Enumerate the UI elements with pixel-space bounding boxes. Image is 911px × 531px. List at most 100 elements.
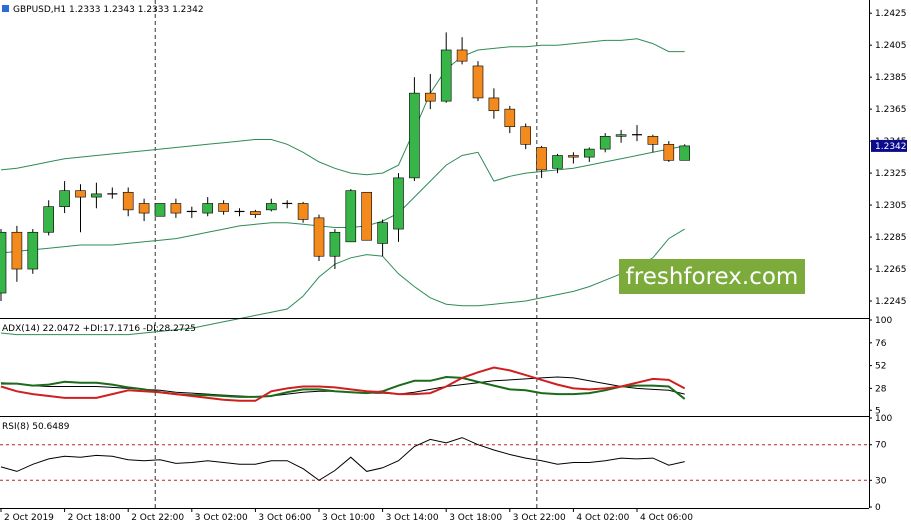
time-tick-label: 2 Oct 22:00 bbox=[131, 513, 184, 523]
candle-4 bbox=[59, 181, 70, 214]
candle-body bbox=[377, 222, 388, 244]
candle-body bbox=[122, 191, 134, 211]
candle-34 bbox=[536, 145, 547, 178]
indicator-tick-label: 100 bbox=[875, 414, 892, 424]
price-tick-label: 1.2265 bbox=[875, 265, 907, 275]
candle-body bbox=[583, 148, 595, 158]
candle-body bbox=[409, 92, 420, 179]
price-pane[interactable]: 1.24251.24051.23851.23651.23451.23251.23… bbox=[0, 0, 907, 508]
watermark-text: freshforex.com bbox=[626, 264, 799, 290]
candle-38 bbox=[599, 133, 611, 153]
time-tick-label: 2 Oct 18:00 bbox=[68, 513, 121, 523]
time-tick-label: 4 Oct 06:00 bbox=[640, 513, 693, 523]
price-tick-label: 1.2245 bbox=[875, 297, 907, 307]
time-tick-label: 3 Oct 06:00 bbox=[258, 513, 311, 523]
candle-body bbox=[599, 136, 611, 150]
candle-12 bbox=[186, 206, 197, 218]
candle-13 bbox=[202, 197, 213, 217]
candle-6 bbox=[91, 182, 102, 209]
candle-2 bbox=[27, 229, 39, 274]
price-tick-label: 1.2305 bbox=[875, 201, 907, 211]
candle-body bbox=[345, 190, 357, 243]
candle-body bbox=[504, 108, 516, 128]
candle-body bbox=[250, 211, 261, 215]
candle-body bbox=[440, 49, 452, 102]
time-tick-label: 3 Oct 22:00 bbox=[513, 513, 566, 523]
candle-30 bbox=[472, 61, 484, 102]
candle-body bbox=[297, 203, 309, 220]
candle-36 bbox=[568, 152, 579, 164]
candle-22 bbox=[345, 189, 357, 243]
rsi-pane[interactable]: 100 70 30 0 RSI(8) 50.6489 bbox=[0, 414, 892, 513]
instrument-title: GBPUSD,H1 1.2333 1.2343 1.2333 1.2342 bbox=[13, 5, 204, 15]
indicator-tick-label: 70 bbox=[875, 441, 887, 451]
bollinger-lower-line bbox=[0, 228, 685, 336]
candle-35 bbox=[552, 153, 563, 174]
candle-body bbox=[265, 203, 277, 211]
candle-body bbox=[361, 191, 373, 241]
adx-title: ADX(14) 22.0472 +DI:17.1716 -DI:28.2725 bbox=[2, 324, 196, 334]
candle-9 bbox=[138, 198, 150, 222]
time-tick-label: 3 Oct 02:00 bbox=[195, 513, 248, 523]
candle-39 bbox=[615, 129, 627, 143]
candle-body bbox=[472, 65, 484, 99]
price-tick-label: 1.2365 bbox=[875, 105, 907, 115]
indicator-tick-label: 0 bbox=[875, 503, 881, 513]
pane-borders bbox=[0, 0, 870, 509]
candle-body bbox=[154, 203, 166, 217]
time-tick-label: 3 Oct 14:00 bbox=[386, 513, 439, 523]
candle-body bbox=[456, 49, 468, 62]
candle-body bbox=[329, 231, 341, 257]
price-tick-label: 1.2425 bbox=[875, 9, 907, 19]
indicator-tick-label: 52 bbox=[875, 362, 886, 372]
candle-body bbox=[91, 193, 102, 198]
candle-body bbox=[520, 126, 532, 145]
candle-29 bbox=[456, 37, 468, 65]
candle-16 bbox=[250, 209, 261, 218]
candle-body bbox=[170, 203, 182, 214]
time-tick-label: 2 Oct 2019 bbox=[4, 513, 54, 523]
candle-body bbox=[552, 155, 563, 169]
candle-20 bbox=[313, 214, 325, 262]
candle-42 bbox=[663, 141, 675, 162]
candle-body bbox=[313, 217, 325, 257]
candle-17 bbox=[265, 198, 277, 212]
candle-body bbox=[218, 203, 229, 212]
candle-body bbox=[27, 231, 39, 270]
candle-5 bbox=[75, 184, 86, 233]
candle-18 bbox=[282, 200, 293, 209]
candle-body bbox=[615, 134, 627, 137]
candle-28 bbox=[440, 32, 452, 103]
candle-body bbox=[536, 147, 547, 171]
candle-24 bbox=[377, 219, 388, 257]
candle-1 bbox=[11, 225, 23, 282]
bollinger-middle-line bbox=[0, 145, 685, 254]
indicator-tick-label: 28 bbox=[875, 384, 887, 394]
candle-7 bbox=[107, 187, 118, 199]
candle-body bbox=[393, 177, 404, 230]
candle-25 bbox=[393, 173, 404, 242]
candle-15 bbox=[234, 208, 245, 217]
candle-body bbox=[568, 155, 579, 158]
time-tick-label: 4 Oct 02:00 bbox=[576, 513, 629, 523]
instrument-menu-icon[interactable] bbox=[2, 5, 9, 12]
candle-31 bbox=[488, 88, 500, 119]
candle-19 bbox=[297, 201, 309, 223]
candle-body bbox=[424, 92, 436, 102]
candle-11 bbox=[170, 198, 182, 218]
candle-3 bbox=[43, 200, 55, 236]
last-price-tag: 1.2342 bbox=[871, 139, 907, 152]
adx-pane[interactable]: 100 76 52 28 5 ADX(14) 22.0472 +DI:17.1716 -… bbox=[0, 316, 892, 416]
indicator-tick-label: 30 bbox=[875, 476, 887, 486]
price-tick-label: 1.2285 bbox=[875, 233, 907, 243]
candle-32 bbox=[504, 105, 516, 134]
candle-body bbox=[75, 190, 86, 198]
watermark-badge: freshforex.com bbox=[619, 259, 805, 294]
bollinger-upper-line bbox=[0, 38, 685, 176]
time-tick-label: 3 Oct 18:00 bbox=[449, 513, 502, 523]
candle-10 bbox=[154, 203, 166, 217]
candle-body bbox=[663, 144, 675, 161]
price-tick-label: 1.2405 bbox=[875, 41, 907, 51]
